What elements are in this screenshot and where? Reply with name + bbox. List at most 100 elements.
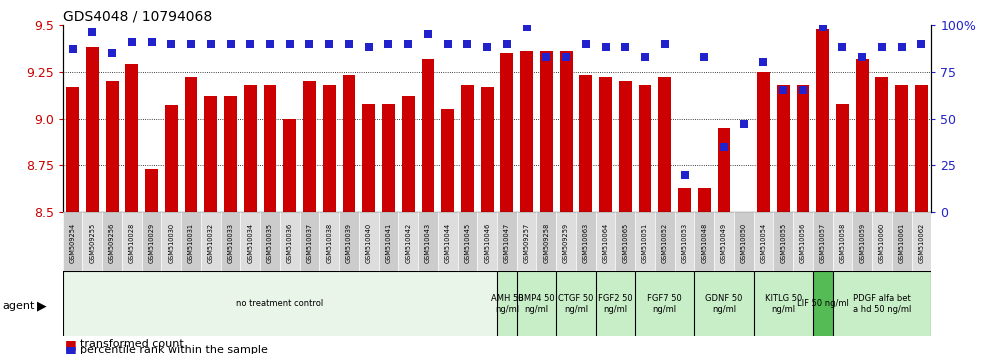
Bar (63, 271, 497, 336)
Bar (757, 72, 770, 212)
Text: GSM510047: GSM510047 (504, 223, 510, 263)
Text: GDNF 50
ng/ml: GDNF 50 ng/ml (705, 293, 743, 314)
Bar (264, 85, 277, 212)
Bar (303, 81, 316, 212)
Text: GSM510051: GSM510051 (642, 223, 648, 263)
Bar (66, 87, 79, 212)
Bar (103, 212, 122, 271)
Bar (576, 212, 596, 271)
Text: GSM510036: GSM510036 (287, 223, 293, 263)
Text: agent: agent (2, 301, 35, 311)
Text: GSM510041: GSM510041 (385, 223, 391, 263)
Text: GSM510042: GSM510042 (405, 223, 411, 263)
Text: GSM510053: GSM510053 (681, 223, 687, 263)
Bar (517, 271, 556, 336)
Text: GSM510044: GSM510044 (444, 223, 450, 263)
Bar (343, 75, 356, 212)
Bar (161, 212, 181, 271)
Text: BMP4 50
ng/ml: BMP4 50 ng/ml (518, 293, 555, 314)
Bar (556, 271, 596, 336)
Bar (339, 212, 359, 271)
Text: ■: ■ (65, 344, 77, 354)
Bar (184, 77, 197, 212)
Bar (63, 212, 83, 271)
Text: GSM510030: GSM510030 (168, 223, 174, 263)
Bar (500, 53, 513, 212)
Bar (398, 212, 418, 271)
Bar (638, 85, 651, 212)
Bar (221, 212, 240, 271)
Text: KITLG 50
ng/ml: KITLG 50 ng/ml (765, 293, 802, 314)
Bar (813, 271, 833, 336)
Text: CTGF 50
ng/ml: CTGF 50 ng/ml (559, 293, 594, 314)
Text: GSM510058: GSM510058 (840, 223, 846, 263)
Text: GSM510065: GSM510065 (622, 223, 628, 263)
Text: GSM510032: GSM510032 (208, 223, 214, 263)
Text: LIF 50 ng/ml: LIF 50 ng/ml (797, 299, 849, 308)
Text: GSM510057: GSM510057 (820, 223, 826, 263)
Text: percentile rank within the sample: percentile rank within the sample (80, 346, 268, 354)
Bar (204, 96, 217, 212)
Text: GSM510049: GSM510049 (721, 223, 727, 263)
Bar (777, 85, 790, 212)
Bar (320, 212, 339, 271)
Bar (145, 169, 158, 212)
Bar (678, 188, 691, 212)
Bar (872, 212, 891, 271)
Text: GSM510061: GSM510061 (898, 223, 904, 263)
Text: GSM510038: GSM510038 (327, 223, 333, 263)
Text: GSM510063: GSM510063 (583, 223, 589, 263)
Text: no treatment control: no treatment control (236, 299, 324, 308)
Bar (224, 96, 237, 212)
Bar (754, 271, 813, 336)
Bar (698, 188, 711, 212)
Bar (260, 212, 280, 271)
Text: GSM510056: GSM510056 (800, 223, 806, 263)
Bar (911, 212, 931, 271)
Text: GSM510029: GSM510029 (148, 223, 154, 263)
Bar (520, 51, 533, 212)
Bar (635, 271, 694, 336)
Bar (797, 85, 810, 212)
Bar (477, 212, 497, 271)
Bar (635, 212, 655, 271)
Text: GSM509254: GSM509254 (70, 223, 76, 263)
Bar (181, 212, 201, 271)
Bar (717, 128, 730, 212)
Text: GSM509257: GSM509257 (524, 223, 530, 263)
Bar (891, 212, 911, 271)
Bar (754, 212, 773, 271)
Bar (853, 212, 872, 271)
Text: ■: ■ (65, 338, 77, 350)
Bar (165, 105, 177, 212)
Bar (714, 212, 734, 271)
Text: GSM510033: GSM510033 (227, 223, 233, 263)
Text: GSM510045: GSM510045 (464, 223, 470, 263)
Bar (382, 104, 394, 212)
Bar (734, 212, 754, 271)
Text: GSM510055: GSM510055 (780, 223, 786, 263)
Bar (240, 212, 260, 271)
Text: ▶: ▶ (37, 300, 47, 313)
Bar (773, 212, 793, 271)
Text: GDS4048 / 10794068: GDS4048 / 10794068 (63, 10, 212, 24)
Bar (580, 75, 593, 212)
Bar (141, 212, 161, 271)
Bar (359, 212, 378, 271)
Bar (517, 212, 537, 271)
Bar (556, 212, 576, 271)
Bar (438, 212, 457, 271)
Bar (694, 271, 754, 336)
Bar (674, 212, 694, 271)
Bar (421, 58, 434, 212)
Bar (86, 47, 99, 212)
Bar (616, 212, 635, 271)
Bar (497, 271, 517, 336)
Bar (457, 212, 477, 271)
Text: GSM510050: GSM510050 (741, 223, 747, 263)
Bar (537, 212, 556, 271)
Text: GSM510046: GSM510046 (484, 223, 490, 263)
Bar (600, 77, 612, 212)
Bar (836, 104, 849, 212)
Text: GSM510048: GSM510048 (701, 223, 707, 263)
